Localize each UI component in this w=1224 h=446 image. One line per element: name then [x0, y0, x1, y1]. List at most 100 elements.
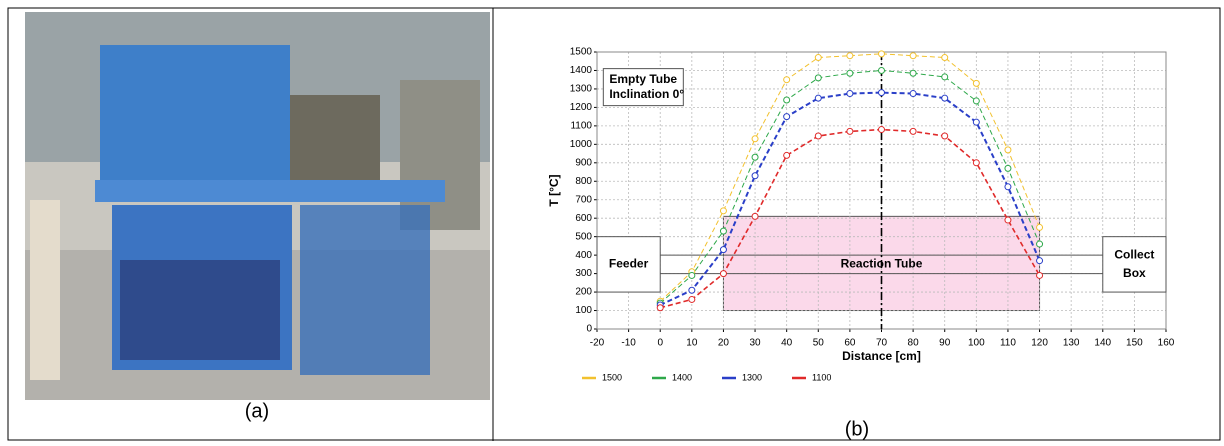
caption: (b) — [845, 418, 869, 440]
y-tick-label: 300 — [575, 268, 592, 279]
data-point — [972, 79, 980, 87]
x-tick-label: 150 — [1126, 338, 1143, 349]
caption: (a) — [245, 400, 269, 422]
data-point — [878, 89, 885, 97]
y-tick-label: 1000 — [570, 139, 593, 150]
data-point — [878, 50, 885, 58]
y-tick-label: 1500 — [570, 47, 593, 58]
x-tick-label: 160 — [1158, 338, 1175, 349]
photo — [25, 12, 490, 400]
data-point — [656, 304, 664, 312]
x-tick-label: 90 — [939, 338, 951, 349]
annotation: Empty Tube — [609, 72, 677, 86]
annotation: Collect — [1114, 247, 1154, 261]
data-point — [846, 52, 854, 60]
x-tick-label: 10 — [686, 338, 698, 349]
x-tick-label: 80 — [908, 338, 920, 349]
data-point — [846, 127, 854, 135]
data-point — [846, 69, 854, 77]
data-point — [941, 94, 949, 102]
data-point — [783, 96, 791, 104]
data-point — [751, 172, 759, 180]
data-point — [783, 76, 791, 84]
y-tick-label: 400 — [575, 250, 592, 261]
data-point — [814, 54, 822, 62]
annotation: Reaction Tube — [841, 257, 923, 271]
y-axis-label: T [°C] — [547, 174, 561, 206]
data-point — [783, 151, 791, 159]
y-tick-label: 1100 — [570, 121, 592, 132]
data-point — [1004, 164, 1012, 172]
data-point — [909, 90, 917, 98]
data-point — [941, 132, 949, 140]
data-point — [719, 270, 727, 278]
x-tick-label: 70 — [876, 338, 888, 349]
x-tick-label: 30 — [749, 338, 761, 349]
data-point — [814, 74, 822, 82]
y-tick-label: 200 — [575, 287, 592, 298]
y-tick-label: 600 — [575, 213, 592, 224]
legend-label: 1400 — [672, 372, 692, 382]
x-tick-label: 60 — [844, 338, 856, 349]
data-point — [1036, 223, 1044, 231]
annotation: Inclination 0° — [609, 87, 684, 101]
data-point — [1036, 240, 1044, 248]
y-tick-label: 0 — [586, 324, 592, 335]
data-point — [972, 159, 980, 167]
collect-box — [1102, 236, 1167, 293]
data-point — [751, 153, 759, 161]
x-tick-label: 110 — [1000, 338, 1016, 349]
data-point — [814, 94, 822, 102]
data-point — [972, 97, 980, 105]
data-point — [878, 126, 885, 134]
frame — [7, 7, 1221, 441]
data-point — [846, 90, 854, 98]
data-point — [751, 212, 759, 220]
y-tick-label: 1400 — [570, 65, 593, 76]
data-point — [688, 286, 696, 294]
x-tick-label: 0 — [657, 338, 663, 349]
data-point — [814, 132, 822, 140]
annotation-box — [602, 68, 684, 107]
y-tick-label: 1300 — [570, 84, 593, 95]
x-tick-label: 120 — [1031, 338, 1048, 349]
legend-label: 1500 — [602, 372, 622, 382]
data-point — [688, 295, 696, 303]
annotation: Feeder — [609, 257, 649, 271]
y-tick-label: 900 — [575, 157, 592, 168]
data-point — [878, 66, 885, 74]
x-tick-label: 130 — [1063, 338, 1080, 349]
data-point — [1036, 257, 1044, 265]
data-point — [972, 118, 980, 126]
data-point — [909, 52, 917, 60]
x-tick-label: 40 — [781, 338, 793, 349]
x-tick-label: 100 — [968, 338, 985, 349]
feeder-box — [596, 236, 661, 293]
x-tick-label: 20 — [718, 338, 730, 349]
annotation: Box — [1123, 266, 1146, 280]
y-tick-label: 500 — [575, 231, 592, 242]
data-point — [941, 73, 949, 81]
y-tick-label: 1200 — [570, 102, 593, 113]
data-point — [909, 127, 917, 135]
x-tick-label: -20 — [590, 338, 605, 349]
data-point — [719, 207, 727, 215]
data-point — [1004, 146, 1012, 154]
data-point — [1036, 271, 1044, 279]
legend-label: 1100 — [812, 372, 831, 382]
data-point — [1004, 183, 1012, 191]
data-point — [751, 135, 759, 143]
y-tick-label: 700 — [575, 194, 592, 205]
legend-label: 1300 — [742, 372, 762, 382]
y-tick-label: 100 — [575, 305, 592, 316]
y-tick-label: 800 — [575, 176, 592, 187]
x-axis-label: Distance [cm] — [842, 349, 921, 363]
data-point — [719, 227, 727, 235]
x-tick-label: 140 — [1094, 338, 1111, 349]
data-point — [719, 246, 727, 254]
data-point — [941, 54, 949, 62]
data-point — [688, 271, 696, 279]
data-point — [783, 113, 791, 121]
data-point — [1004, 216, 1012, 224]
